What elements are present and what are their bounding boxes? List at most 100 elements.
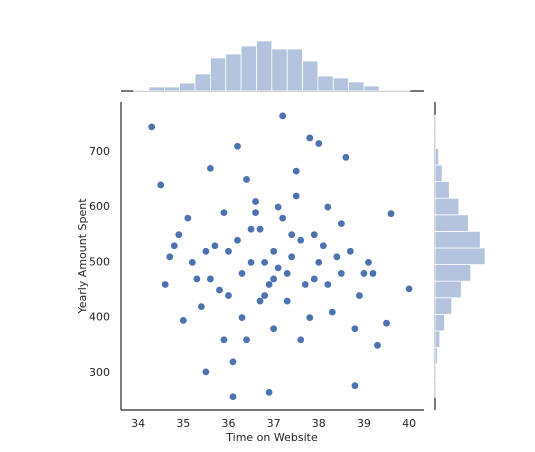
hist-bar [434,230,481,249]
point [351,325,359,333]
point [179,317,187,324]
x-axis-label: Time on Website [225,431,318,444]
hist-bar [210,57,227,92]
point [216,286,223,294]
point [256,297,264,305]
point [283,297,291,305]
hist-bar [332,77,349,92]
point [247,225,255,233]
point [188,258,196,266]
y-tick-label: 300 [89,366,110,379]
x-tick-label: 39 [357,417,371,430]
hist-bar [363,85,380,92]
hist-bar [434,264,472,282]
point [279,214,287,222]
point [328,308,336,316]
point [356,292,363,299]
point [288,231,296,239]
point [229,358,237,366]
point [148,123,156,131]
point [346,247,354,255]
hist-bar [179,82,196,92]
hist-bar [133,89,150,92]
y-tick-label: 500 [89,255,110,268]
point [292,167,300,175]
point [211,242,219,250]
point [310,231,318,239]
point [333,253,341,261]
point [207,275,214,283]
point [337,270,345,277]
point [365,258,372,266]
point [283,270,291,277]
point [157,181,165,189]
hist-bar [348,81,365,92]
point [270,325,278,333]
hist-bar [434,313,445,332]
point [243,336,250,344]
hist-bar [434,148,439,166]
point [306,134,314,142]
point [238,314,246,322]
hist-bar [434,131,437,149]
point [324,281,332,288]
x-tick-label: 40 [402,417,416,430]
point [297,236,305,244]
point [252,209,259,216]
x-tick-label: 35 [176,417,190,430]
point [252,198,259,205]
point [274,264,282,272]
hist-bar [394,89,411,92]
point [387,210,395,218]
point [265,388,273,396]
point [292,192,300,200]
point [279,112,287,120]
hist-bar [378,89,396,92]
hist-bar [225,53,242,92]
point [274,203,282,211]
y-axis-label: Yearly Amount Spent [76,198,89,315]
hist-bar [434,363,437,382]
point [170,242,178,250]
point [297,336,305,344]
point [310,275,318,283]
hist-bar [434,380,437,398]
point [301,281,309,288]
hist-bar [434,347,438,365]
point [288,253,296,261]
hist-bar [434,214,469,232]
hist-bar [271,48,288,92]
hist-bar [434,164,443,183]
point [342,153,350,161]
hist-bar [302,60,319,92]
hist-bar [434,181,450,199]
point [234,236,241,244]
hist-bar [434,330,441,348]
point [265,281,273,288]
hist-bar [194,73,211,92]
x-tick-label: 37 [267,417,281,430]
point [175,231,183,239]
point [374,341,381,349]
point [225,292,232,299]
point [383,319,390,327]
point [306,314,314,322]
hist-bar [434,197,460,216]
point [193,275,201,283]
hist-bar [286,48,303,92]
point [220,336,228,344]
point [197,303,205,310]
point [247,258,255,266]
point [243,176,250,183]
point [360,270,368,277]
point [270,247,278,255]
point [315,258,323,266]
point [324,203,332,211]
y-tick-label: 700 [89,145,110,158]
point [202,247,210,255]
hist-bar [163,86,181,92]
point [256,225,264,233]
point [319,242,327,250]
point [351,382,359,390]
